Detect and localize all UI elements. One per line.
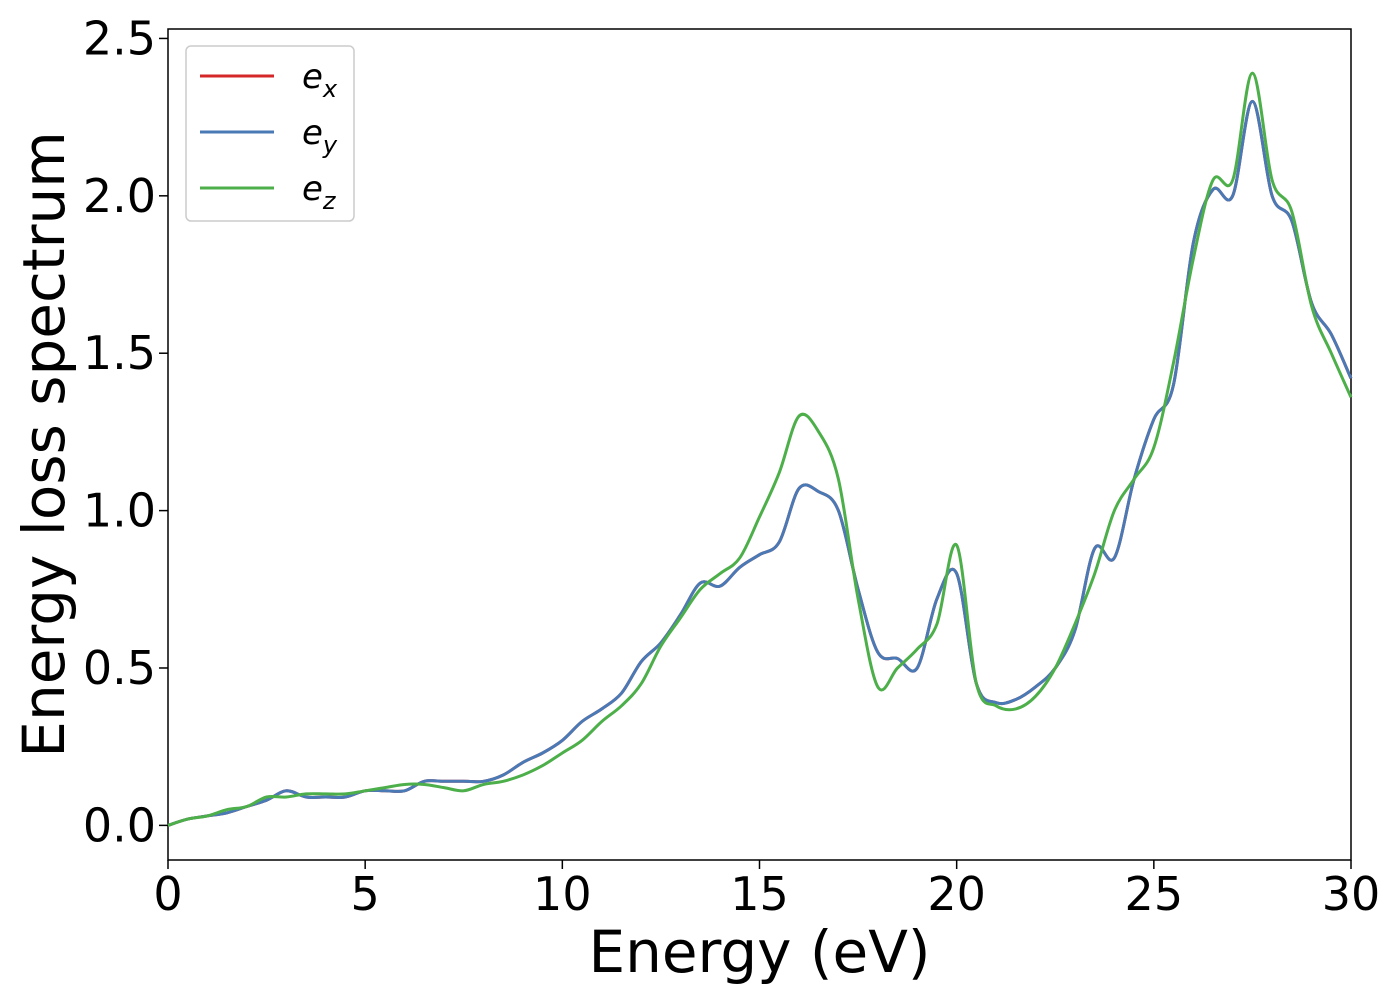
x-tick-label: 25 (1125, 867, 1184, 921)
y-tick-label: 2.0 (83, 169, 156, 223)
plot-area (167, 28, 1353, 861)
legend: ex ey ez (185, 45, 355, 222)
series-line-ez (167, 71, 1353, 827)
series-layer (167, 71, 1353, 827)
x-tick-label: 20 (927, 867, 986, 921)
x-tick-label: 15 (730, 867, 789, 921)
x-tick-label: 10 (533, 867, 592, 921)
legend-label-ez: ez (302, 169, 337, 215)
legend-label-ey: ey (302, 113, 338, 159)
x-tick-label: 30 (1322, 867, 1381, 921)
y-tick-label: 2.5 (83, 11, 156, 65)
x-axis: 0 5 10 15 20 25 30 (153, 860, 1380, 921)
x-axis-title: Energy (eV) (588, 918, 930, 986)
y-axis: 0.0 0.5 1.0 1.5 2.0 2.5 (83, 11, 168, 852)
y-tick-label: 0.0 (83, 798, 156, 852)
y-tick-label: 0.5 (83, 641, 156, 695)
legend-label-ex: ex (302, 57, 338, 103)
y-tick-label: 1.0 (83, 484, 156, 538)
x-tick-label: 0 (153, 867, 182, 921)
y-axis-title: Energy loss spectrum (10, 131, 78, 757)
x-tick-label: 5 (351, 867, 380, 921)
y-tick-label: 1.5 (83, 326, 156, 380)
